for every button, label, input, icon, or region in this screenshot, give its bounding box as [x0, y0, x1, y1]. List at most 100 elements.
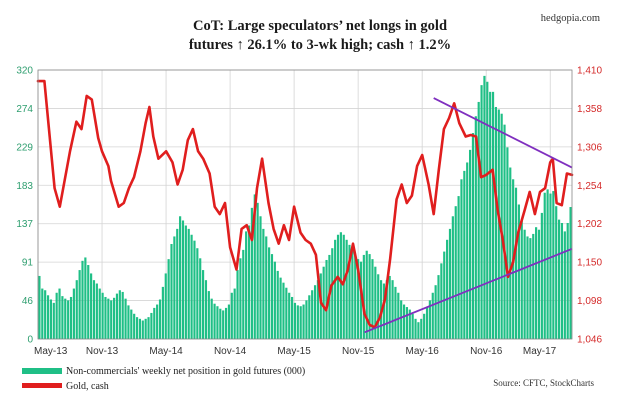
- bar: [52, 302, 55, 339]
- bar: [107, 298, 110, 339]
- bar: [242, 249, 245, 339]
- bar: [210, 298, 213, 339]
- bar: [503, 124, 506, 339]
- bar: [474, 116, 477, 339]
- bar: [428, 300, 431, 339]
- right-tick-label: 1,202: [577, 219, 602, 230]
- bar: [115, 293, 119, 339]
- bar: [224, 307, 228, 339]
- bar: [371, 259, 374, 339]
- legend-bar-swatch: [22, 368, 62, 374]
- bar: [49, 299, 53, 339]
- bar: [345, 239, 348, 339]
- bar: [293, 302, 297, 339]
- left-tick-label: 183: [16, 181, 33, 192]
- bar: [247, 225, 251, 339]
- bar: [144, 318, 147, 339]
- bar: [173, 236, 176, 339]
- bar: [334, 239, 337, 339]
- bar: [385, 280, 388, 339]
- left-tick-label: 274: [16, 104, 33, 115]
- bar: [468, 149, 472, 339]
- bar: [153, 307, 156, 339]
- bar: [184, 225, 187, 339]
- right-tick-label: 1,306: [577, 142, 602, 153]
- bar: [296, 305, 299, 339]
- bar: [181, 220, 185, 339]
- trendline-upper: [433, 97, 573, 169]
- bar: [121, 291, 124, 339]
- bar: [130, 309, 133, 339]
- bar: [147, 317, 150, 339]
- bar: [170, 244, 173, 339]
- trendlines: [364, 97, 573, 334]
- x-tick-label: May-17: [523, 346, 557, 357]
- bar: [308, 295, 311, 339]
- bar: [394, 286, 397, 339]
- bar: [448, 228, 452, 339]
- bar: [161, 286, 164, 339]
- bar: [64, 298, 67, 339]
- bar: [164, 273, 167, 339]
- legend-bar-label: Non-commercials' weekly net position in …: [66, 366, 305, 377]
- bar: [204, 280, 208, 339]
- bar: [463, 170, 466, 339]
- bar: [150, 312, 153, 339]
- right-tick-label: 1,410: [577, 66, 602, 77]
- bar: [282, 282, 285, 339]
- bar: [359, 261, 363, 339]
- bar: [259, 216, 262, 339]
- bar: [270, 254, 274, 339]
- bar: [509, 167, 512, 339]
- bar: [325, 259, 328, 339]
- bar: [190, 234, 193, 339]
- bar: [569, 207, 572, 339]
- bar: [101, 292, 104, 339]
- bar: [233, 288, 236, 339]
- bar: [84, 257, 87, 339]
- gold-line-series: [36, 79, 574, 329]
- bar: [342, 234, 345, 339]
- bar: [549, 193, 552, 339]
- bar: [167, 259, 170, 339]
- x-tick-label: Nov-14: [214, 346, 247, 357]
- bar: [362, 254, 365, 339]
- x-tick-label: Nov-13: [86, 346, 119, 357]
- bar: [397, 292, 400, 339]
- bar: [285, 287, 288, 339]
- bar: [377, 274, 380, 339]
- bar: [222, 310, 225, 339]
- bar: [256, 202, 259, 339]
- bar: [408, 309, 411, 339]
- left-tick-label: 91: [22, 258, 34, 269]
- bar: [423, 313, 426, 339]
- bar: [288, 292, 291, 339]
- bar: [402, 304, 406, 339]
- bar: [112, 297, 116, 339]
- bar: [483, 75, 486, 340]
- bar: [199, 258, 202, 339]
- bar: [543, 192, 546, 339]
- bar: [489, 91, 492, 339]
- bar: [477, 101, 480, 339]
- right-tick-label: 1,150: [577, 258, 602, 269]
- bar: [506, 147, 509, 339]
- bar: [414, 318, 417, 339]
- x-tick-label: May-16: [405, 346, 439, 357]
- bar: [72, 288, 75, 339]
- bar: [339, 232, 342, 339]
- bar: [517, 204, 520, 339]
- bar: [138, 318, 142, 339]
- bar-series: [38, 75, 572, 340]
- bar: [124, 298, 127, 339]
- bar: [491, 91, 495, 339]
- left-tick-label: 229: [16, 142, 33, 153]
- plot-border: [37, 69, 573, 340]
- bar: [158, 299, 162, 339]
- bar: [368, 254, 371, 339]
- bar: [61, 296, 64, 339]
- bar: [431, 292, 434, 339]
- bar: [405, 307, 409, 339]
